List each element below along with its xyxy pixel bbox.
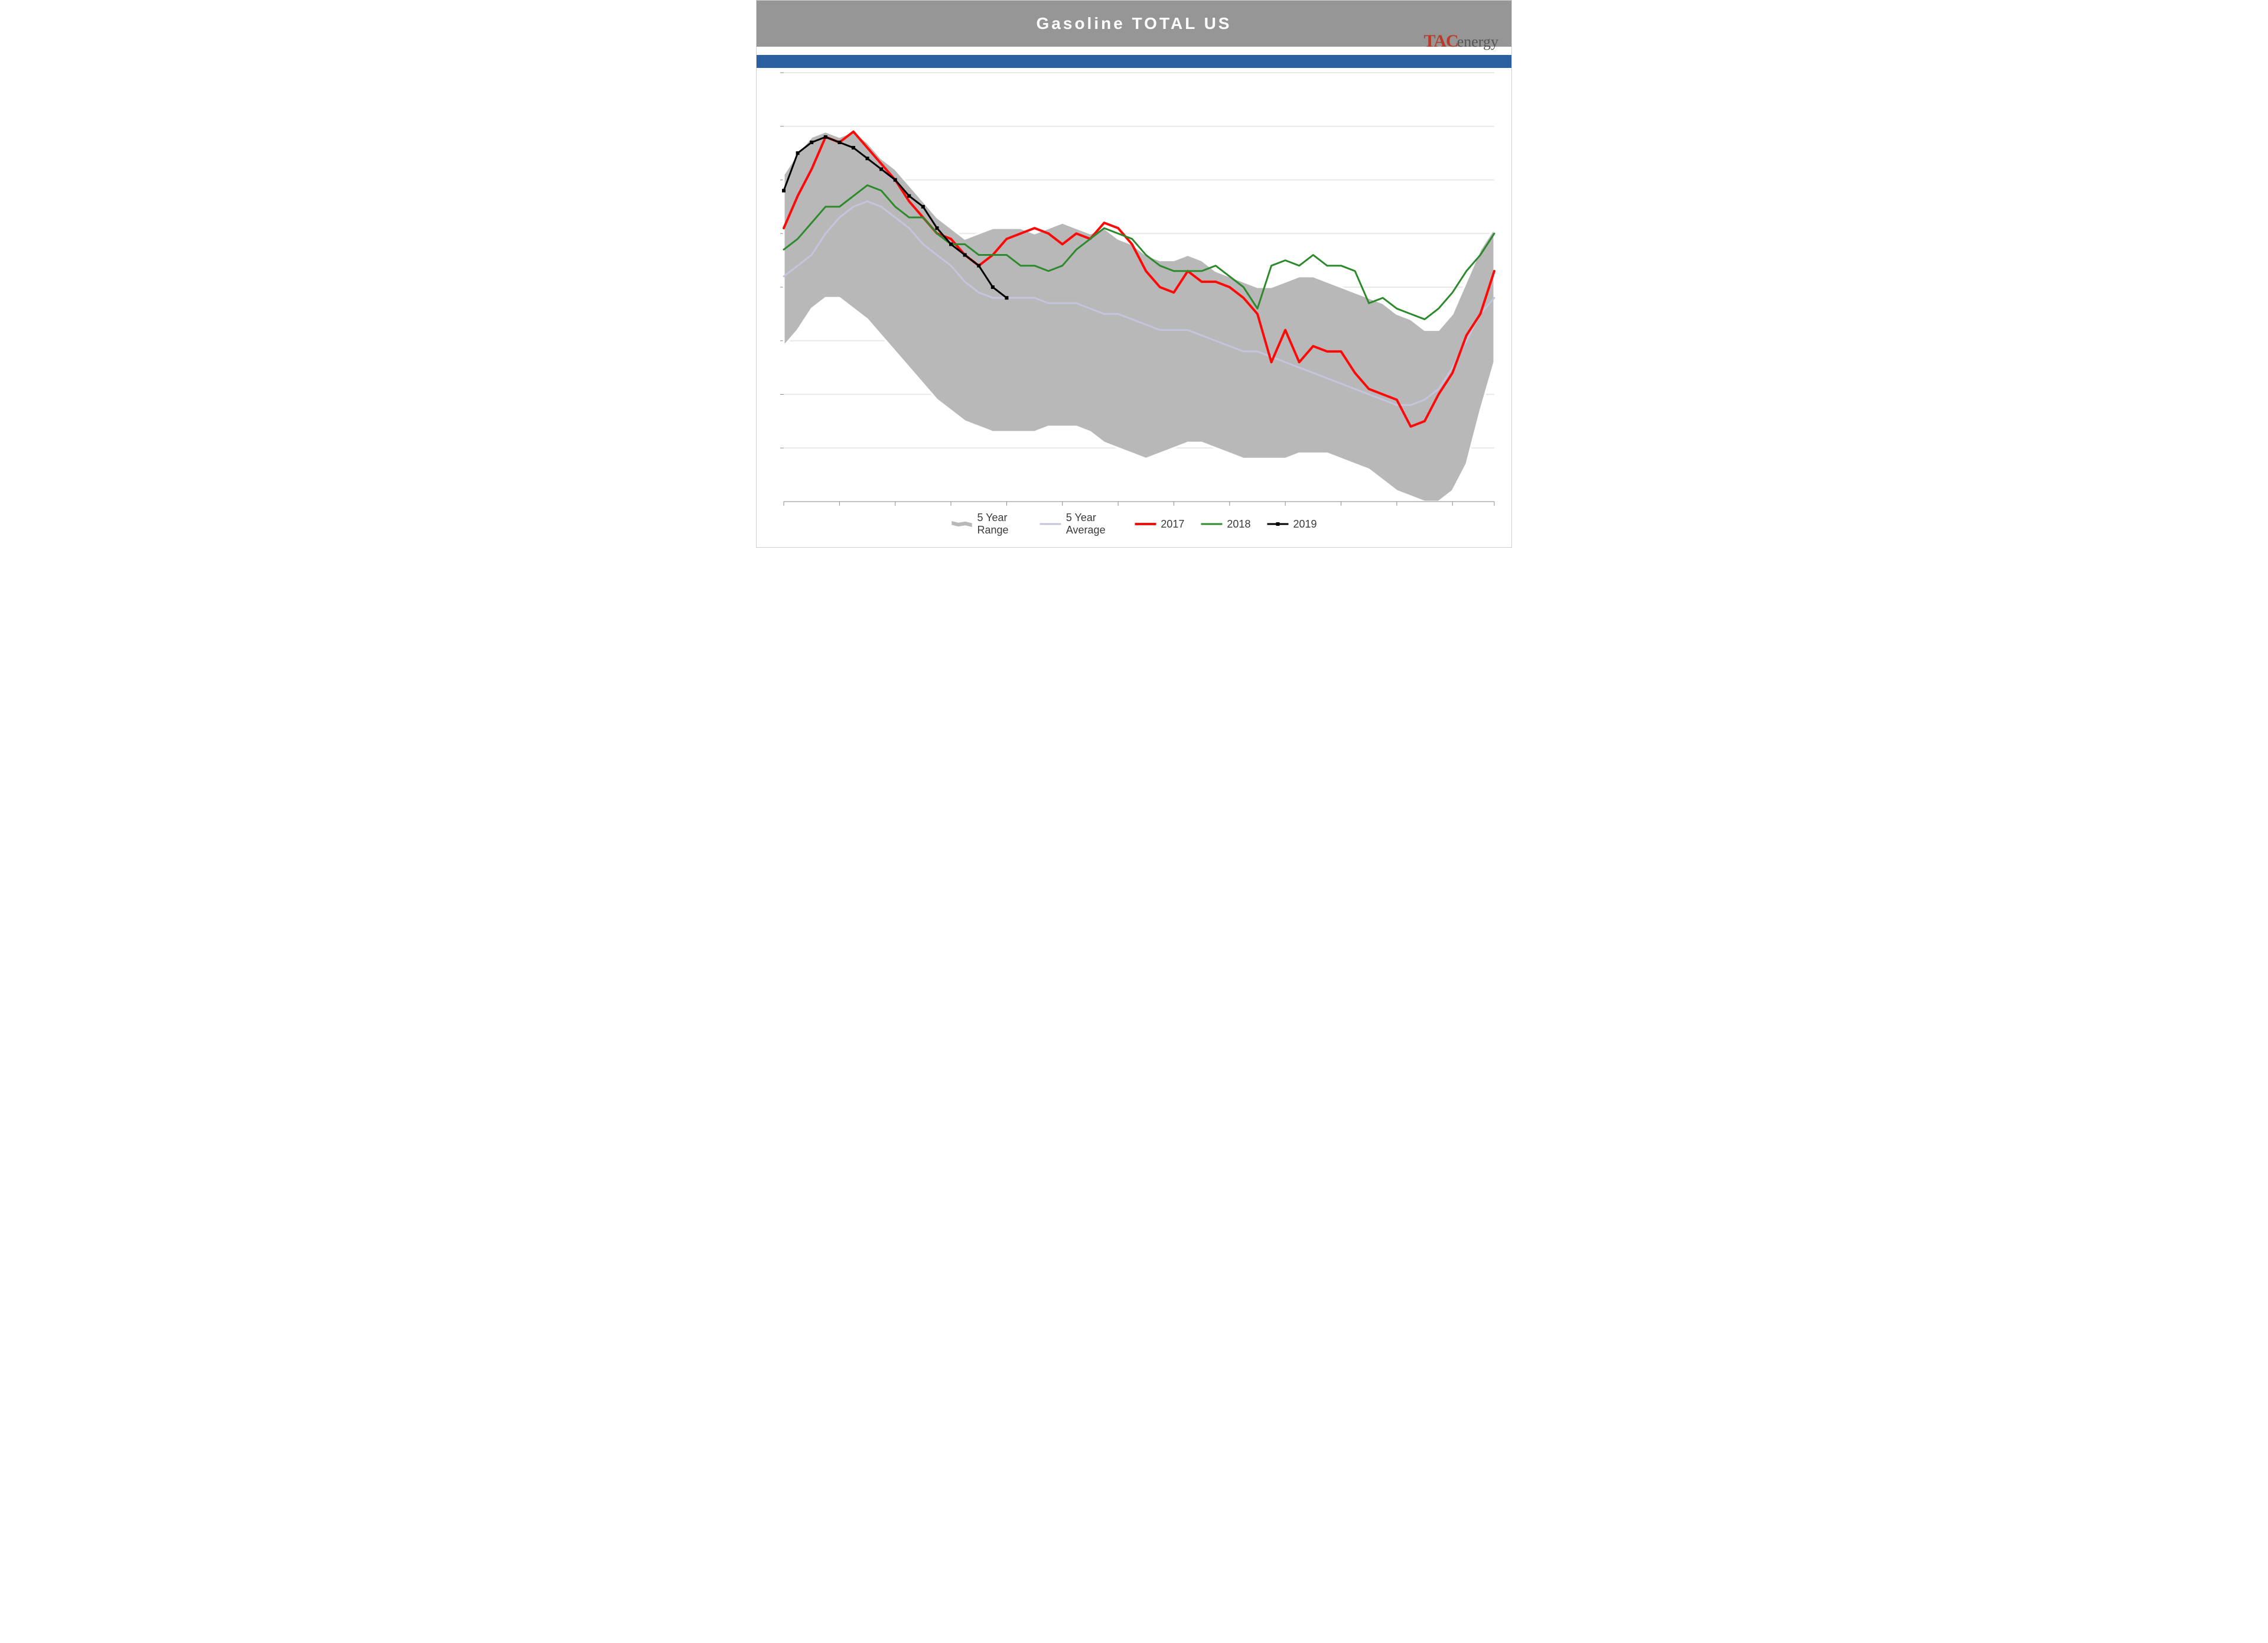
legend-item: 5 Year Range [951,512,1024,536]
legend-label: 5 Year Range [977,512,1024,536]
series-2019-marker [852,146,855,149]
series-2019-marker [949,242,953,246]
title-band: Gasoline TOTAL US [757,1,1511,47]
series-2019-marker [782,189,786,193]
series-2019-marker [824,135,827,139]
legend-item: 2017 [1135,518,1184,531]
legend-swatch-icon [1135,520,1156,528]
legend-item: 2018 [1201,518,1250,531]
legend-item: 2019 [1267,518,1317,531]
series-2019-marker [907,194,911,198]
series-2019-marker [796,151,800,155]
series-2019-marker [838,141,841,144]
series-2019-marker [977,264,980,268]
logo: TAC energy [1424,31,1498,51]
series-2019-marker [879,167,883,171]
series-2019-marker [810,141,813,144]
series-2019-marker [866,157,869,160]
legend-label: 2018 [1227,518,1250,531]
legend-swatch-icon [951,520,973,528]
legend: 5 Year Range 5 Year Average 2017 2018 2019 [946,509,1323,539]
legend-item: 5 Year Average [1040,512,1119,536]
chart-container: Gasoline TOTAL US TAC energy 5 Year Rang… [756,0,1512,548]
series-2019-marker [921,205,925,209]
logo-secondary: energy [1457,33,1498,51]
five-year-range-area [784,132,1494,502]
chart-svg [780,70,1498,519]
logo-primary: TAC [1424,31,1458,51]
legend-label: 2019 [1293,518,1317,531]
series-2019-marker [991,285,995,289]
series-2019-marker [935,226,939,230]
legend-label: 5 Year Average [1066,512,1119,536]
series-2019-marker [1005,296,1008,300]
legend-swatch-icon [1040,520,1061,528]
legend-swatch-icon [1201,520,1222,528]
legend-swatch-icon [1267,520,1288,528]
accent-band [757,54,1511,69]
series-2019-marker [894,178,897,182]
plot-area [780,70,1498,519]
series-2019-marker [963,253,967,257]
chart-title: Gasoline TOTAL US [1037,14,1232,33]
legend-label: 2017 [1161,518,1184,531]
